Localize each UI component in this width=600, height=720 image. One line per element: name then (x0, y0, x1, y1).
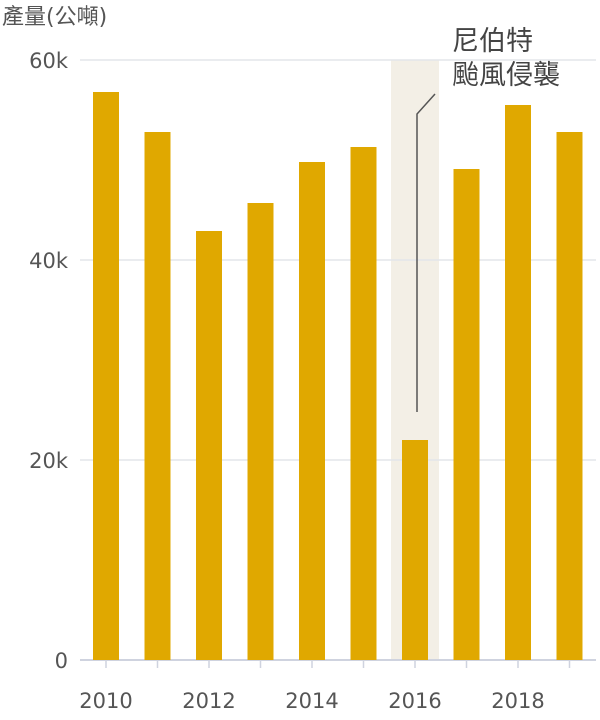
x-tick-label-2012: 2012 (182, 689, 235, 713)
bar-2018 (505, 105, 531, 660)
bar-2013 (247, 203, 274, 660)
bar-2010 (93, 92, 119, 660)
bar-2014 (299, 162, 325, 660)
y-tick-label-0: 0 (55, 649, 68, 673)
annotation-text-line-2: 颱風侵襲 (452, 60, 560, 91)
annotation-text-line-1: 尼伯特 (452, 26, 533, 57)
x-tick-label-2016: 2016 (388, 689, 441, 713)
y-tick-label-20k: 20k (29, 449, 69, 473)
bar-2017 (453, 169, 480, 660)
x-tick-label-2010: 2010 (79, 689, 132, 713)
x-tick-label-2014: 2014 (285, 689, 338, 713)
x-tick-label-2018: 2018 (491, 689, 544, 713)
bar-2015 (350, 147, 377, 660)
bar-2016 (402, 440, 428, 660)
bar-2019 (556, 132, 583, 660)
bar-2011 (144, 132, 171, 660)
annotation-leader-line (416, 93, 436, 412)
y-tick-label-60k: 60k (29, 49, 69, 73)
bars (93, 92, 583, 660)
bar-2012 (196, 231, 222, 660)
axes: 0 20k 40k 60k 2010 2012 2014 2016 2018 (29, 49, 571, 713)
y-axis-label: 產量(公噸) (2, 5, 107, 30)
y-tick-label-40k: 40k (29, 249, 69, 273)
